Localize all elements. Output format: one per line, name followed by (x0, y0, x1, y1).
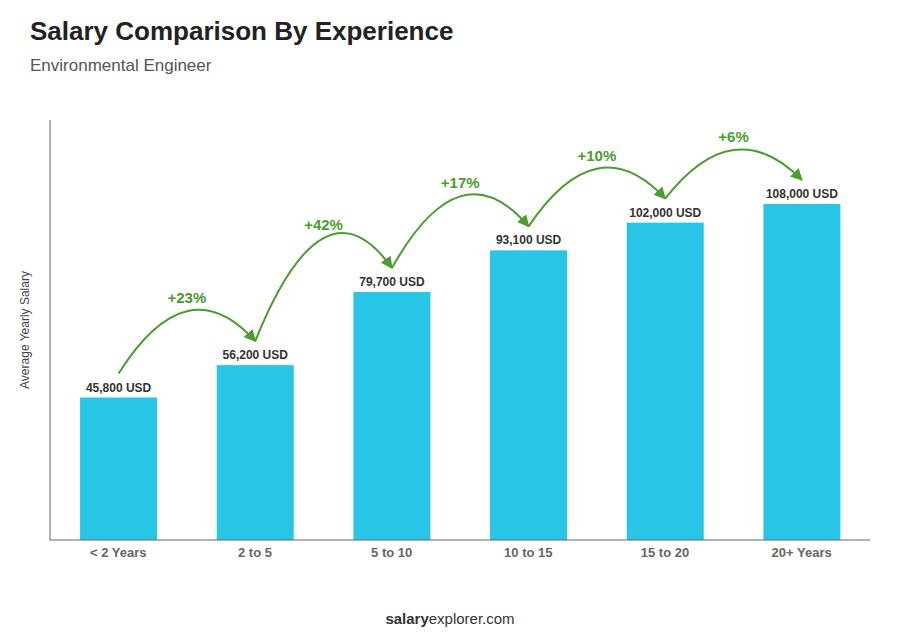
svg-text:93,100 USD: 93,100 USD (496, 233, 562, 247)
svg-text:102,000 USD: 102,000 USD (629, 206, 701, 220)
svg-text:15 to 20: 15 to 20 (641, 545, 689, 560)
svg-text:+23%: +23% (168, 289, 207, 306)
svg-text:+17%: +17% (441, 174, 480, 191)
svg-text:79,700 USD: 79,700 USD (359, 275, 425, 289)
html-text:Environmental Engineer: Environmental Engineer (30, 56, 212, 75)
svg-text:+6%: +6% (718, 128, 748, 145)
svg-text:56,200 USD: 56,200 USD (223, 348, 289, 362)
svg-text:+10%: +10% (578, 147, 617, 164)
svg-text:108,000 USD: 108,000 USD (766, 187, 838, 201)
svg-text:< 2 Years: < 2 Years (90, 545, 147, 560)
html-text:salary explorer.com: salary explorer.com (385, 610, 515, 627)
svg-text:5 to 10: 5 to 10 (371, 545, 412, 560)
svg-text:Average Yearly Salary: Average Yearly Salary (18, 271, 32, 389)
svg-text:45,800 USD: 45,800 USD (86, 381, 152, 395)
svg-text:20+ Years: 20+ Years (772, 545, 832, 560)
svg-text:10 to 15: 10 to 15 (504, 545, 552, 560)
svg-text:2 to 5: 2 to 5 (238, 545, 272, 560)
html-text:Salary Comparison By Experienc: Salary Comparison By Experience (30, 16, 454, 46)
svg-text:+42%: +42% (304, 216, 343, 233)
